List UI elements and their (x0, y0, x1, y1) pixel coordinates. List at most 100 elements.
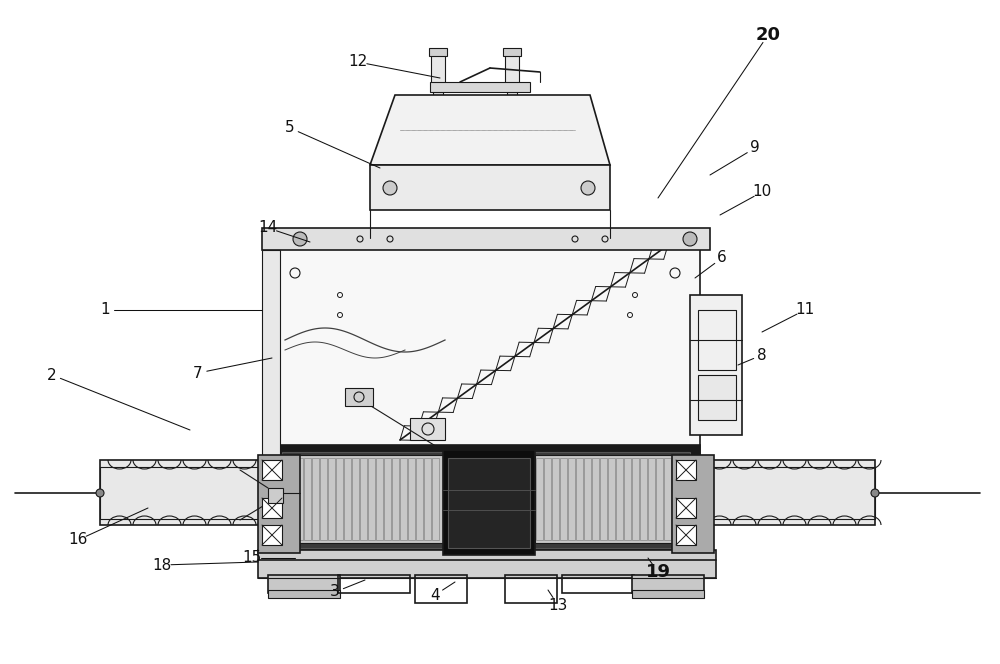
Text: 10: 10 (752, 185, 772, 199)
Bar (416, 458, 423, 540)
Bar (304, 458, 311, 540)
Bar (328, 458, 335, 540)
Bar (672, 458, 679, 540)
Bar (632, 590, 704, 598)
Bar (632, 575, 704, 593)
Bar (262, 525, 282, 545)
Bar (424, 458, 431, 540)
Text: 5: 5 (285, 120, 295, 135)
Text: 14: 14 (258, 220, 278, 236)
Bar (624, 458, 631, 540)
Bar (676, 525, 696, 545)
Bar (503, 48, 521, 56)
Bar (676, 498, 696, 518)
Text: 12: 12 (348, 54, 368, 70)
Bar (656, 458, 663, 540)
Bar (432, 458, 439, 540)
Circle shape (683, 232, 697, 246)
Bar (664, 458, 671, 540)
Bar (700, 460, 875, 525)
Text: 6: 6 (717, 250, 727, 266)
Bar (320, 458, 327, 540)
Bar (698, 375, 736, 420)
Bar (429, 48, 447, 56)
Bar (268, 590, 340, 598)
Text: 8: 8 (757, 347, 767, 363)
Bar (312, 458, 319, 540)
Bar (592, 458, 599, 540)
Text: 7: 7 (193, 365, 203, 380)
Text: 20: 20 (756, 26, 780, 44)
Bar (410, 418, 445, 440)
Text: 4: 4 (430, 588, 440, 602)
Bar (408, 458, 415, 540)
Bar (262, 498, 282, 518)
Bar (345, 388, 373, 406)
Bar (360, 458, 367, 540)
Bar (338, 575, 410, 593)
Circle shape (96, 489, 104, 497)
Bar (698, 310, 736, 370)
Text: 18: 18 (152, 558, 172, 572)
Bar (632, 458, 639, 540)
Bar (600, 458, 607, 540)
Bar (616, 458, 623, 540)
Bar (336, 458, 343, 540)
Bar (272, 238, 700, 526)
Bar (415, 575, 467, 603)
Circle shape (293, 232, 307, 246)
Text: 11: 11 (795, 303, 815, 317)
Text: 13: 13 (548, 598, 568, 612)
Bar (507, 85, 517, 97)
Bar (344, 458, 351, 540)
Bar (258, 550, 716, 578)
Bar (100, 460, 275, 525)
Text: 19: 19 (646, 563, 670, 581)
Circle shape (581, 181, 595, 195)
Bar (505, 50, 519, 85)
Bar (433, 85, 443, 97)
Bar (560, 458, 567, 540)
Text: 3: 3 (330, 584, 340, 600)
Bar (268, 488, 283, 503)
Bar (296, 458, 303, 540)
Bar (400, 458, 407, 540)
Bar (562, 575, 634, 593)
Circle shape (871, 489, 879, 497)
Text: 2: 2 (47, 367, 57, 382)
Bar (672, 455, 714, 553)
Bar (258, 455, 300, 553)
Bar (584, 458, 591, 540)
Text: 16: 16 (68, 533, 88, 548)
Bar (443, 450, 535, 555)
Bar (700, 467, 875, 519)
Text: 1: 1 (100, 303, 110, 317)
Bar (368, 458, 375, 540)
Bar (608, 458, 615, 540)
Bar (268, 575, 340, 593)
Bar (376, 458, 383, 540)
Bar (552, 458, 559, 540)
Bar (431, 50, 445, 85)
Bar (272, 445, 700, 555)
Bar (352, 458, 359, 540)
Bar (690, 295, 742, 435)
Bar (544, 458, 551, 540)
Bar (430, 82, 530, 92)
Polygon shape (370, 95, 610, 165)
Text: 9: 9 (750, 141, 760, 155)
Bar (505, 575, 557, 603)
Polygon shape (370, 165, 610, 210)
Bar (262, 250, 280, 515)
Bar (648, 458, 655, 540)
Text: 15: 15 (242, 550, 262, 566)
Bar (295, 455, 443, 543)
Bar (100, 467, 275, 519)
Bar (392, 458, 399, 540)
Bar (640, 458, 647, 540)
Bar (536, 458, 543, 540)
Bar (568, 458, 575, 540)
Bar (676, 460, 696, 480)
Bar (282, 452, 690, 548)
Bar (384, 458, 391, 540)
